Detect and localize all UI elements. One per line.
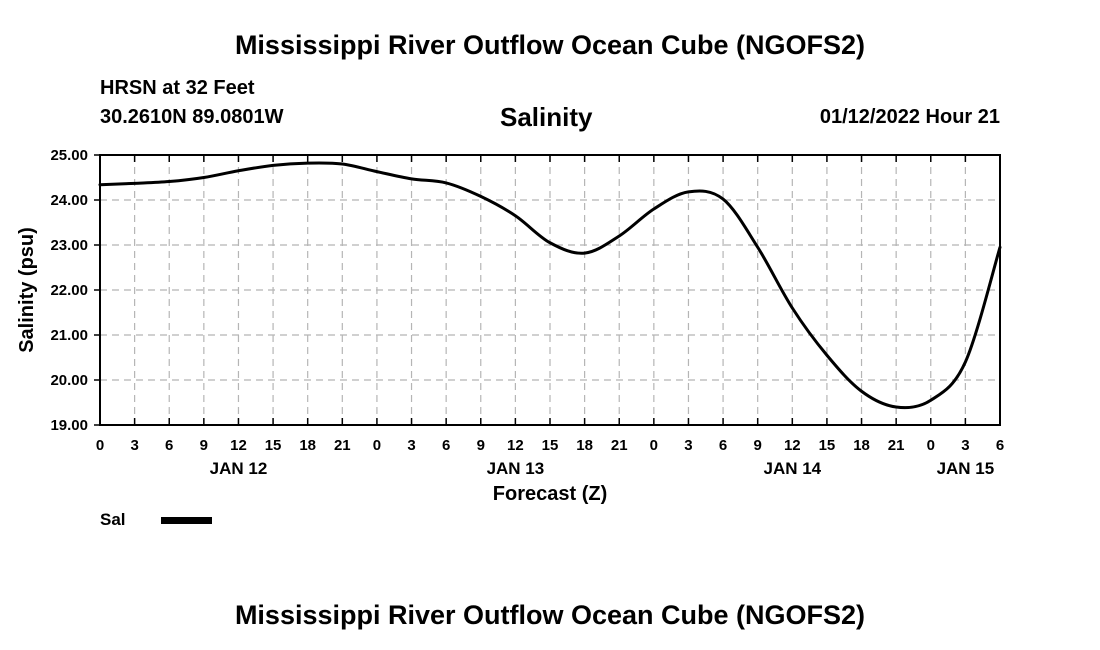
- x-tick-label: 9: [754, 437, 762, 454]
- x-date-label: JAN 14: [763, 459, 821, 478]
- y-tick-label: 20.00: [50, 372, 88, 389]
- x-tick-label: 0: [927, 437, 935, 454]
- y-tick-label: 25.00: [50, 147, 88, 164]
- footer-title: Mississippi River Outflow Ocean Cube (NG…: [234, 600, 866, 630]
- chart-main-title: Mississippi River Outflow Ocean Cube (NG…: [234, 30, 866, 60]
- x-tick-label: 21: [334, 437, 351, 454]
- x-tick-label: 18: [853, 437, 870, 454]
- y-tick-label: 22.00: [50, 282, 88, 299]
- x-tick-label: 3: [130, 437, 138, 454]
- x-axis-title: Forecast (Z): [493, 483, 607, 505]
- axis-ticks: [94, 154, 1001, 426]
- grid-lines: [100, 154, 1000, 425]
- x-tick-label: 6: [165, 437, 173, 454]
- x-date-label: JAN 12: [210, 459, 268, 478]
- legend-label: Sal: [100, 510, 126, 529]
- x-tick-label: 15: [265, 437, 282, 454]
- y-tick-label: 23.00: [50, 237, 88, 254]
- x-tick-label: 15: [542, 437, 559, 454]
- x-tick-label: 15: [819, 437, 836, 454]
- x-tick-label: 3: [684, 437, 692, 454]
- x-tick-label: 21: [611, 437, 628, 454]
- x-tick-label: 6: [996, 437, 1004, 454]
- axis-tick-labels: 0 3 6 9 12 15 18 21 0 3 6 9 12 15 18 21 0 3 6 9 12 15 18 21 0 3 6 1…: [50, 147, 1004, 478]
- x-tick-label: 18: [299, 437, 316, 454]
- series-layer: [98, 161, 1002, 410]
- x-tick-label: 12: [784, 437, 801, 454]
- x-tick-label: 6: [719, 437, 727, 454]
- y-tick-label: 19.00: [50, 417, 88, 434]
- x-tick-label: 0: [96, 437, 104, 454]
- station-label: HRSN at 32 Feet: [100, 77, 255, 99]
- x-tick-label: 9: [200, 437, 208, 454]
- x-tick-label: 18: [576, 437, 593, 454]
- series-line-sal: [98, 161, 1002, 410]
- y-axis-title: Salinity (psu): [16, 227, 38, 353]
- legend-line-swatch: [161, 517, 212, 524]
- station-coordinates: 30.2610N 89.0801W: [100, 106, 284, 128]
- y-tick-label: 24.00: [50, 192, 88, 209]
- x-tick-label: 12: [230, 437, 247, 454]
- x-tick-label: 6: [442, 437, 450, 454]
- x-date-label: JAN 15: [937, 459, 995, 478]
- x-tick-label: 0: [650, 437, 658, 454]
- y-tick-label: 21.00: [50, 327, 88, 344]
- x-date-label: JAN 13: [487, 459, 545, 478]
- variable-title: Salinity: [500, 102, 593, 132]
- x-tick-label: 3: [961, 437, 969, 454]
- x-tick-label: 3: [407, 437, 415, 454]
- forecast-datetime: 01/12/2022 Hour 21: [819, 106, 1000, 128]
- x-tick-label: 9: [477, 437, 485, 454]
- x-tick-label: 21: [888, 437, 905, 454]
- x-tick-label: 12: [507, 437, 524, 454]
- x-tick-label: 0: [373, 437, 381, 454]
